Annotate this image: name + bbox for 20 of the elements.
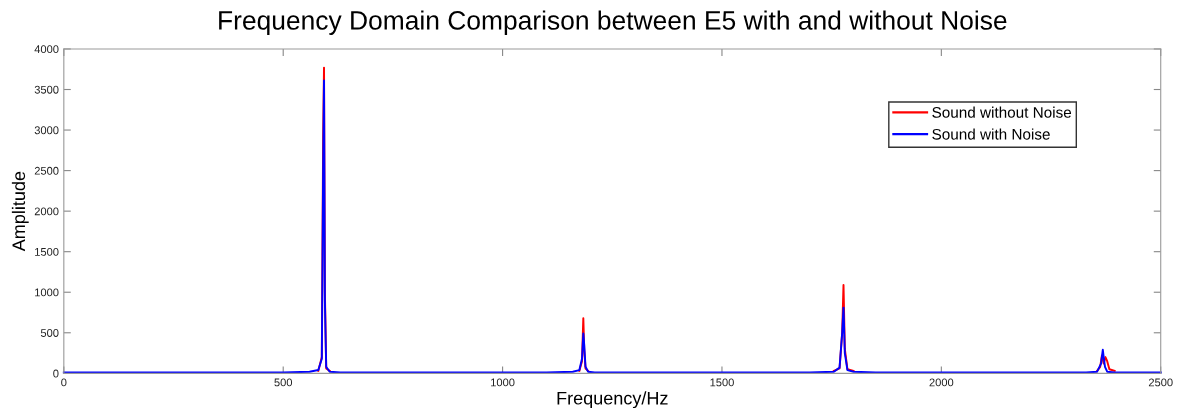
x-tick-label: 0: [61, 378, 67, 387]
x-tick-label: 2000: [929, 378, 954, 387]
y-tick-label: 1000: [35, 288, 59, 297]
y-tick-label: 2500: [34, 166, 59, 175]
x-tick-label: 2500: [1148, 378, 1173, 387]
x-axis-title: Frequency/Hz: [557, 391, 668, 408]
legend-label: Sound without Noise: [932, 106, 1072, 118]
y-tick-label: 2000: [34, 207, 59, 216]
y-tick-label: 500: [40, 329, 59, 337]
legend-label: Sound with Noise: [932, 128, 1050, 140]
y-tick-label: 4000: [34, 45, 59, 54]
x-tick-label: 500: [274, 378, 293, 387]
y-tick-label: 0: [53, 369, 59, 378]
x-tick-label: 1000: [491, 378, 515, 387]
y-tick-label: 1500: [35, 247, 59, 256]
y-tick-label: 3000: [34, 126, 59, 135]
y-tick-label: 3500: [34, 85, 59, 94]
chart-title: Frequency Domain Comparison between E5 with and without Noise: [219, 10, 1007, 35]
y-axis-title: Amplitude: [11, 171, 29, 252]
x-tick-label: 1500: [710, 378, 734, 387]
